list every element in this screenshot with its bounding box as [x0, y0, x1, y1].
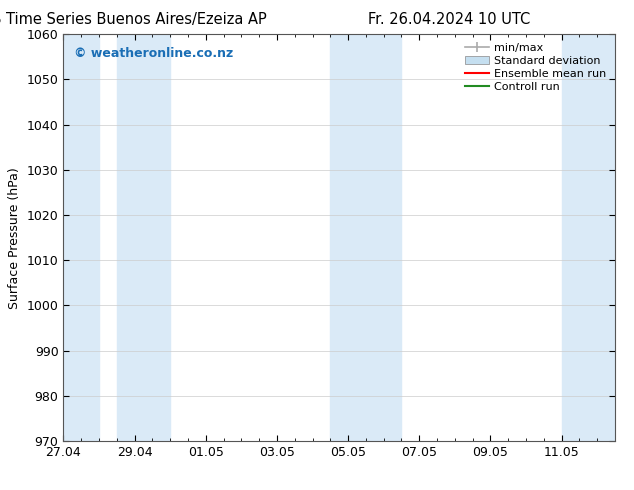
Bar	[63, 34, 99, 441]
Bar	[330, 34, 401, 441]
Bar	[562, 34, 615, 441]
Y-axis label: Surface Pressure (hPa): Surface Pressure (hPa)	[8, 167, 21, 309]
Text: © weatheronline.co.nz: © weatheronline.co.nz	[74, 47, 234, 59]
Text: ENS Time Series Buenos Aires/Ezeiza AP: ENS Time Series Buenos Aires/Ezeiza AP	[0, 12, 266, 27]
Bar	[117, 34, 170, 441]
Text: Fr. 26.04.2024 10 UTC: Fr. 26.04.2024 10 UTC	[368, 12, 530, 27]
Legend: min/max, Standard deviation, Ensemble mean run, Controll run: min/max, Standard deviation, Ensemble me…	[462, 40, 609, 95]
